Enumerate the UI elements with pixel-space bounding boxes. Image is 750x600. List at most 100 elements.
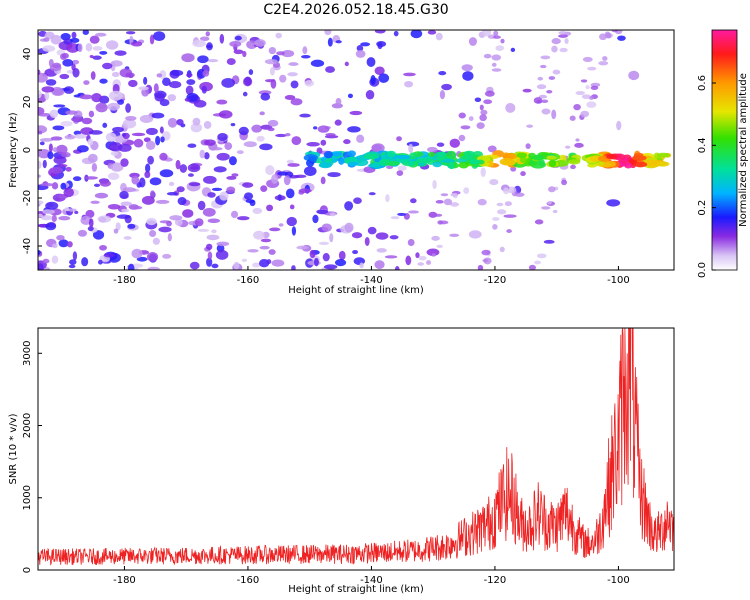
heatmap-cell [70,37,80,43]
heatmap-cell [94,192,109,199]
heatmap-cell [268,249,276,255]
heatmap-cell [458,134,466,142]
heatmap-cell [385,161,401,166]
heatmap-cell [211,229,217,234]
heatmap-cell [87,153,98,163]
heatmap-cell [376,40,387,47]
heatmap-cell [448,162,455,170]
heatmap-cell [74,133,87,139]
heatmap-cell [91,92,102,103]
colorbar-ticks: 0.0 0.2 0.4 0.6 [697,75,716,278]
x-tick-label: -180 [113,275,136,286]
heatmap-cell [536,84,547,90]
heatmap-cell [219,191,229,201]
heatmap-cell [71,31,77,39]
heatmap-cell [606,199,621,207]
heatmap-cell [77,229,88,237]
heatmap-cell [107,203,121,210]
heatmap-cell [397,165,407,171]
heatmap-cell [580,79,588,83]
heatmap-cell [616,120,622,131]
y-tick-label: -40 [22,238,33,254]
heatmap-cell [186,73,193,78]
heatmap-cell [87,226,94,232]
heatmap-cell [604,31,611,37]
heatmap-cell [628,70,640,81]
heatmap-cell [83,80,90,85]
heatmap-cell [205,243,213,250]
heatmap-cell [510,166,517,172]
heatmap-cell [548,76,556,80]
heatmap-cell [313,257,319,267]
heatmap-cell [374,66,385,76]
heatmap-cell [347,161,358,167]
heatmap-cell [219,33,225,44]
heatmap-cell [92,46,103,51]
heatmap-cell [217,132,228,141]
heatmap-cell [122,187,136,193]
heatmap-cell [187,163,201,173]
bottom-x-axis-label: Height of straight line (km) [288,584,424,595]
heatmap-cell [409,152,418,160]
heatmap-cell [551,38,561,45]
heatmap-cell [107,102,120,111]
heatmap-cell [543,239,555,244]
heatmap-cell [285,132,291,137]
heatmap-cell [271,174,279,185]
heatmap-cell [64,207,70,212]
heatmap-cell [396,136,402,142]
heatmap-cell [123,236,132,240]
heatmap-cell [396,170,404,176]
heatmap-cell [113,228,119,234]
heatmap-cell [243,141,257,148]
heatmap-cell [143,76,148,85]
heatmap-cell [154,92,165,102]
heatmap-cell [197,55,209,64]
heatmap-cell [458,161,469,169]
heatmap-cell [88,218,94,228]
heatmap-cell [40,183,54,187]
heatmap-cell [480,167,486,177]
heatmap-cell [58,239,69,248]
heatmap-cell [238,126,249,136]
heatmap-cell [538,94,548,99]
heatmap-cell [111,71,120,78]
heatmap-cell [170,69,184,77]
y-tick-label: 40 [22,48,33,61]
heatmap-cell [657,152,670,158]
heatmap-cell [426,248,440,256]
heatmap-cell [436,156,446,161]
heatmap-cell [158,226,172,233]
heatmap-cell [205,31,210,37]
heatmap-cell [72,59,80,65]
heatmap-cell [38,90,42,99]
heatmap-cell [49,166,64,174]
heatmap-cell [115,222,121,231]
heatmap-cell [492,216,500,221]
heatmap-cell [580,110,590,118]
heatmap-cell [38,130,43,135]
heatmap-cell [325,133,336,137]
heatmap-cell [438,70,447,76]
heatmap-cell [90,200,100,204]
heatmap-cell [68,264,76,269]
heatmap-cell [303,166,317,177]
heatmap-cell [72,251,78,261]
heatmap-cell [436,244,443,248]
heatmap-cell [138,86,149,91]
heatmap-cell [365,90,375,100]
heatmap-cell [558,31,568,35]
heatmap-cell [38,249,41,255]
heatmap-cell [537,76,543,81]
heatmap-cell [324,30,332,36]
colorbar: 0.0 0.2 0.4 0.6 Normalized spectral amplitu… [697,29,749,278]
heatmap-cells [38,30,672,270]
heatmap-cell [98,259,103,265]
heatmap-cell [108,142,123,152]
x-tick-label: -120 [484,275,507,286]
heatmap-cell [573,103,581,111]
heatmap-cell [368,163,382,168]
heatmap-cell [344,222,354,233]
heatmap-cell [221,77,235,88]
heatmap-cell [61,52,69,59]
